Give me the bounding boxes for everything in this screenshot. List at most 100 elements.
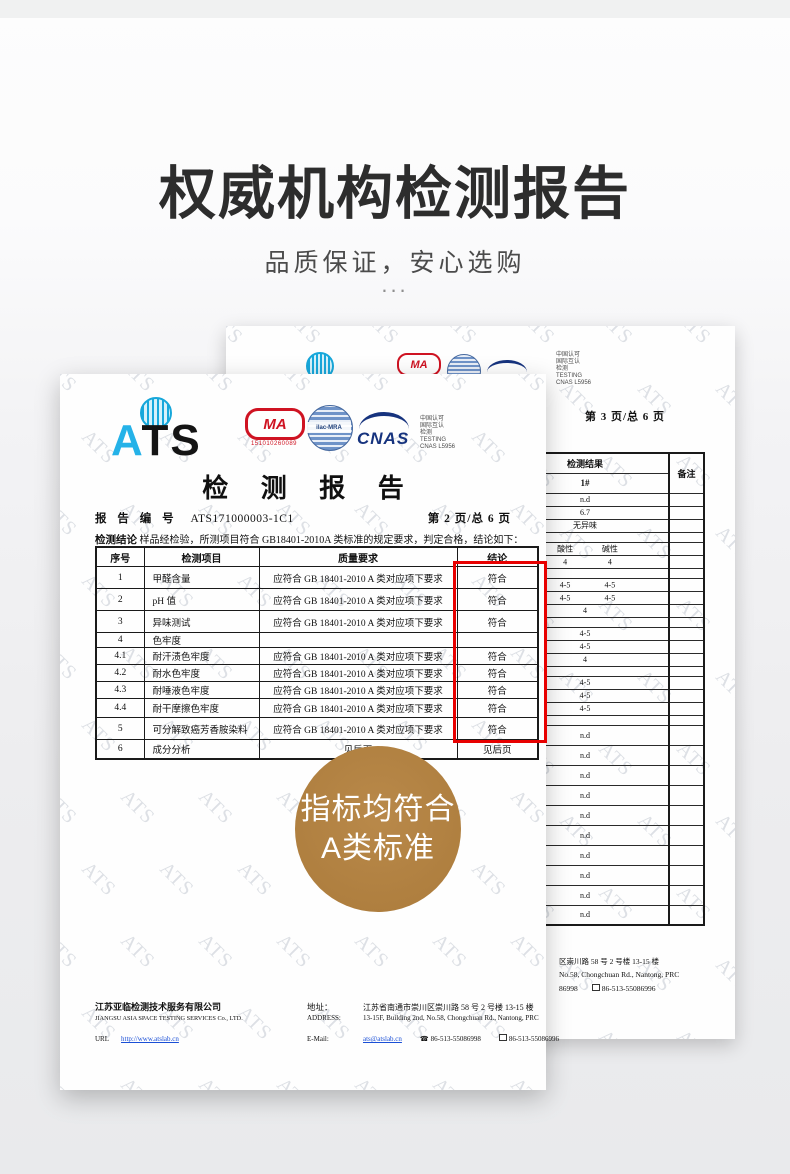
ats-watermark: ATS <box>272 929 316 973</box>
ats-watermark: ATS <box>545 858 546 902</box>
address-value-en: 13-15F, Building 2nd, No.58, Chongchuan … <box>363 1014 539 1022</box>
ats-watermark: ATS <box>226 326 248 349</box>
table-cell: 成分分析 <box>143 739 260 759</box>
ats-watermark: ATS <box>506 374 546 397</box>
table-cell: 1 <box>95 566 145 589</box>
table-cell: 4 <box>95 632 145 648</box>
fax-number: 86-513-55086996 <box>508 1035 559 1043</box>
address-label-cn: 地址： <box>307 1002 333 1012</box>
column-header: 检测项目 <box>143 546 260 567</box>
table-row: 3 异味测试 应符合 GB 18401-2010 A 类对应项下要求 符合 <box>95 610 539 633</box>
cnas-arc-icon <box>487 360 527 372</box>
remark-cell <box>668 505 705 520</box>
remark-cell <box>668 577 705 592</box>
ats-watermark: ATS <box>672 1026 715 1039</box>
cnas-logo-icon: CNAS <box>357 412 413 449</box>
cnas-accreditation-text: 中国认可 国际互认 检测 TESTING CNAS L5956 <box>556 352 591 387</box>
ats-watermark: ATS <box>116 374 160 397</box>
ats-globe-icon <box>140 397 172 429</box>
result-value: 4 <box>563 557 568 566</box>
table-cell: 应符合 GB 18401-2010 A 类对应项下要求 <box>258 610 458 633</box>
ats-watermark: ATS <box>272 1074 315 1090</box>
table-cell: 应符合 GB 18401-2010 A 类对应项下要求 <box>258 664 458 682</box>
accreditation-line: CNAS L5956 <box>556 380 592 386</box>
ats-watermark: ATS <box>116 785 160 829</box>
section-title: 权威机构检测报告 <box>159 162 631 226</box>
remark-cell <box>668 492 705 507</box>
table-cell: 4.4 <box>95 698 145 718</box>
ats-watermark: ATS <box>60 1074 81 1090</box>
email-link[interactable]: ats@atslab.cn <box>363 1035 402 1043</box>
table-cell: 色牢度 <box>143 632 260 648</box>
remark-cell <box>668 844 705 866</box>
table-row: 4.2 耐水色牢度 应符合 GB 18401-2010 A 类对应项下要求 符合 <box>95 664 539 682</box>
section-subtitle: 品质保证，安心选购 <box>264 249 526 277</box>
ats-watermark: ATS <box>60 785 82 829</box>
report-number-label: 报 告 编 号 <box>95 513 178 525</box>
accreditation-line: 中国认可 <box>420 416 445 422</box>
company-name-en: JIANGSU ASIA SPACE TESTING SERVICES Co.,… <box>95 1015 243 1022</box>
top-divider-strip <box>0 0 790 18</box>
result-value: 4-5 <box>604 593 616 602</box>
ats-watermark: ATS <box>506 785 546 829</box>
accreditation-line: 中国认可 <box>556 352 581 358</box>
company-name-cn: 江苏亚临检测技术服务有限公司 <box>95 1002 222 1012</box>
table-cell: 应符合 GB 18401-2010 A 类对应项下要求 <box>258 717 458 740</box>
ats-watermark: ATS <box>711 521 735 565</box>
footer-phone-line: 86998 86-513-55086996 <box>559 984 679 998</box>
fax-icon <box>591 984 600 991</box>
ats-watermark: ATS <box>350 1074 393 1090</box>
table-cell: 耐唾液色牢度 <box>143 681 260 699</box>
ats-watermark: ATS <box>77 857 121 901</box>
accreditation-line: TESTING <box>420 437 447 443</box>
table-cell: 6 <box>95 739 145 759</box>
telephone: ☎ 86-513-55086998 <box>420 1035 481 1043</box>
badge-line-1: 指标均符合 <box>300 793 456 826</box>
result-value: 碱性 <box>601 544 618 553</box>
result-value: 4-5 <box>559 580 571 589</box>
address-value-cn: 江苏省南通市崇川区崇川路 58 号 2 号楼 13-15 楼 <box>363 1003 534 1012</box>
ats-watermark: ATS <box>506 929 546 973</box>
result-value: 4 <box>607 557 612 566</box>
ats-watermark: ATS <box>428 929 472 973</box>
ats-watermark: ATS <box>116 1074 159 1090</box>
table-cell: 可分解致癌芳香胺染料 <box>143 717 260 740</box>
table-cell: 耐干摩擦色牢度 <box>143 698 260 718</box>
ats-watermark: ATS <box>360 326 404 349</box>
test-items-table: 序号 检测项目 质量要求 结论 1 甲醛含量 应符合 GB 18401-2010 A 类对… <box>95 546 539 760</box>
remark-cell <box>668 616 705 628</box>
ilac-mra-label: ilac-MRA <box>307 422 351 433</box>
front-doc-footer: 江苏亚临检测技术服务有限公司 地址： 江苏省南通市崇川区崇川路 58 号 2 号… <box>95 1000 559 1043</box>
back-doc-footer: 区崇川路 58 号 2 号楼 13-15 楼 No.58, Chongchuan… <box>559 956 679 998</box>
remark-cell <box>668 784 705 806</box>
cnas-arc-icon <box>359 412 409 429</box>
ats-watermark: ATS <box>60 641 82 685</box>
ats-watermark: ATS <box>428 1074 471 1090</box>
ats-watermark: ATS <box>155 857 199 901</box>
remark-cell <box>668 744 705 766</box>
remark-cell <box>668 714 705 726</box>
report-page-2: ATS ATS ATS ATS ATS ATS ATS ATS ATS ATS ATS ATS ATS A… <box>60 374 559 1090</box>
table-cell: 耐水色牢度 <box>143 664 260 682</box>
ats-watermark: ATS <box>467 857 511 901</box>
remark-cell <box>668 531 705 543</box>
remark-cell <box>668 884 705 906</box>
test-items-table-body: 1 甲醛含量 应符合 GB 18401-2010 A 类对应项下要求 符合 2 pH 值应… <box>95 566 539 759</box>
cma-badge-icon: MA <box>397 353 441 376</box>
ats-watermark: ATS <box>428 374 472 397</box>
ats-logo-ts: TS <box>141 416 202 465</box>
report-title: 检 测 报 告 <box>202 474 417 503</box>
website-link[interactable]: http://www.atslab.cn <box>121 1035 179 1043</box>
ats-watermark: ATS <box>350 374 394 397</box>
accreditation-line: 检测 <box>420 430 433 436</box>
remark-cell <box>668 567 705 579</box>
remark-cell <box>668 554 705 569</box>
table-cell: 5 <box>95 717 145 740</box>
table-row: 4.3 耐唾液色牢度 应符合 GB 18401-2010 A 类对应项下要求 符合 <box>95 681 539 699</box>
remark-cell <box>668 724 705 746</box>
result-table: 检测结果 备注 1# n.d 6.7 无异味 酸性 碱性 4 4 4-5 4-5 4-5 4-5 4 4… <box>500 452 705 926</box>
table-cell: 异味测试 <box>143 610 260 633</box>
table-row: 2 pH 值应符合 GB 18401-2010 A 类对应项下要求 符合 <box>95 588 539 611</box>
result-value: 酸性 <box>557 544 574 553</box>
